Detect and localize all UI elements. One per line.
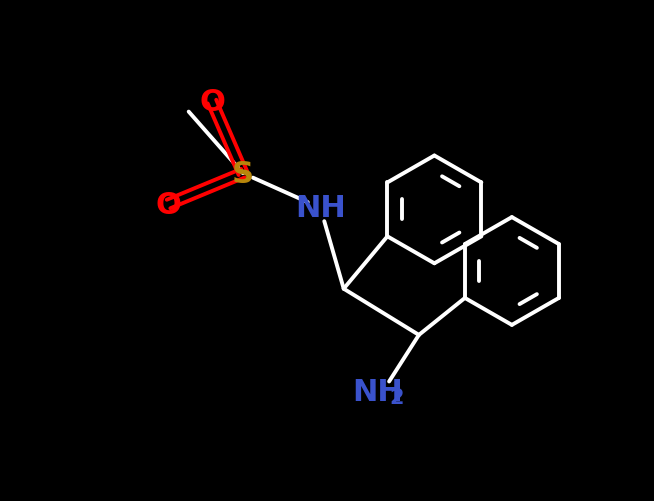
Text: 2: 2 <box>389 387 404 407</box>
Text: O: O <box>199 88 225 117</box>
Text: O: O <box>156 190 182 219</box>
Text: NH: NH <box>353 378 403 407</box>
Text: S: S <box>232 159 254 188</box>
Text: NH: NH <box>295 194 346 223</box>
